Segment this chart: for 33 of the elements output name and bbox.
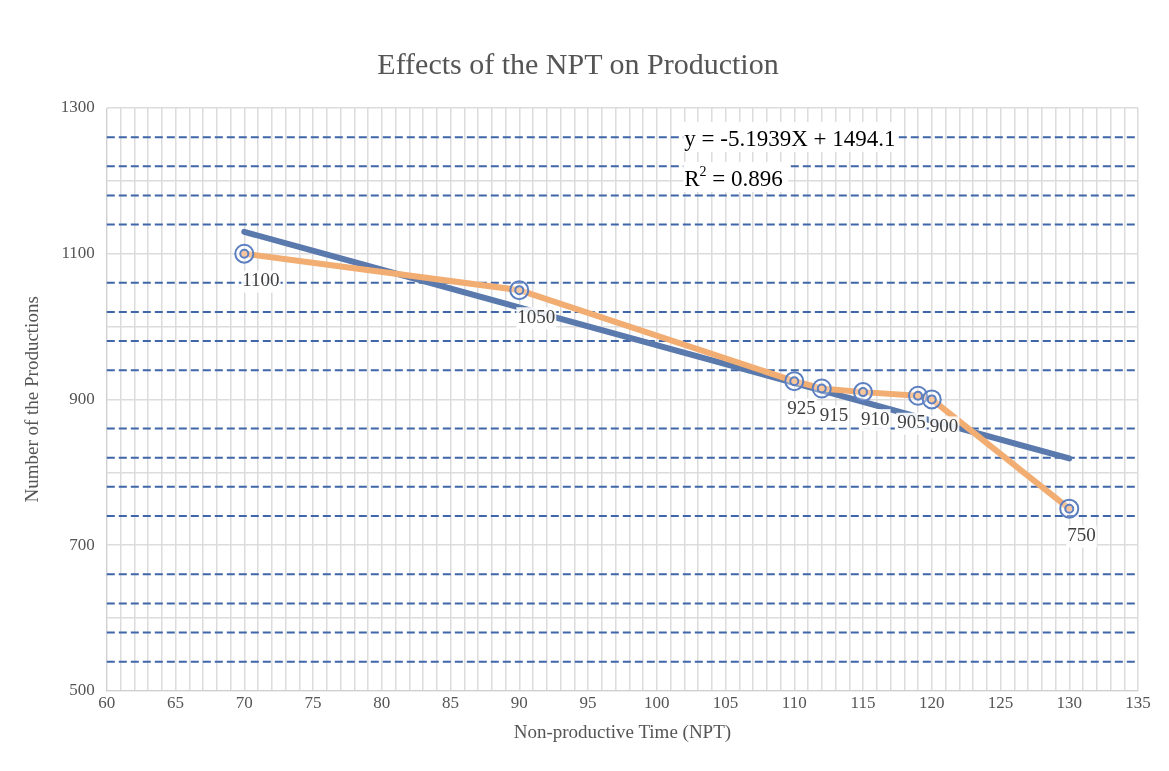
data-label: 900 <box>929 414 959 436</box>
x-tick-label: 135 <box>1125 693 1151 713</box>
y-tick-label: 900 <box>69 388 95 408</box>
x-tick-label: 115 <box>850 693 876 713</box>
x-tick-label: 125 <box>987 693 1014 713</box>
chart-title: Effects of the NPT on Production <box>377 46 779 80</box>
data-label: 915 <box>819 403 849 425</box>
x-tick-label: 130 <box>1056 693 1082 713</box>
x-tick-label: 85 <box>442 693 460 713</box>
y-tick-label: 1100 <box>61 243 95 263</box>
x-tick-label: 105 <box>712 693 739 713</box>
y-tick-label: 1300 <box>60 97 95 117</box>
x-tick-label: 65 <box>167 693 185 713</box>
data-label: 925 <box>787 396 816 418</box>
data-label: 905 <box>897 411 926 433</box>
data-label: 750 <box>1067 524 1096 546</box>
x-tick-label: 90 <box>510 693 528 713</box>
data-label: 1100 <box>242 269 280 291</box>
annotation: y = -5.1939X + 1494.1 <box>684 126 896 151</box>
x-tick-label: 95 <box>579 693 597 713</box>
data-label: 910 <box>861 407 890 429</box>
x-tick-label: 80 <box>373 693 391 713</box>
x-tick-label: 120 <box>919 693 945 713</box>
x-tick-label: 100 <box>644 693 670 713</box>
x-tick-label: 60 <box>98 693 116 713</box>
y-tick-label: 500 <box>69 680 95 700</box>
y-axis-title: Number of the Productions <box>21 296 43 503</box>
data-label: 1050 <box>517 305 556 327</box>
x-axis-title: Non-productive Time (NPT) <box>513 720 732 743</box>
x-tick-label: 75 <box>304 693 322 713</box>
y-tick-label: 700 <box>69 534 95 554</box>
x-tick-label: 110 <box>781 693 807 713</box>
x-tick-label: 70 <box>235 693 253 713</box>
